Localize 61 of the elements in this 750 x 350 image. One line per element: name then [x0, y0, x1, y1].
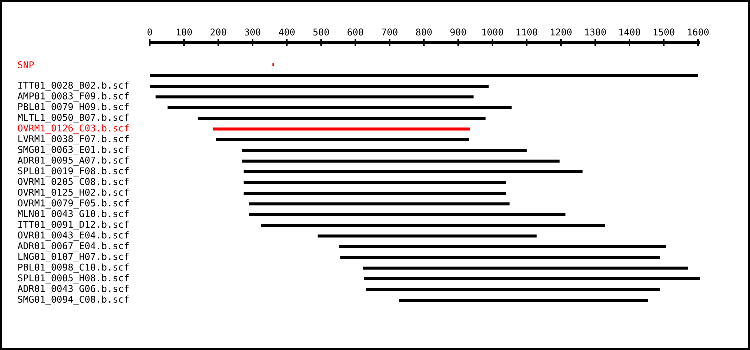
x-tick-label: 800: [416, 28, 432, 36]
y-tick-label: OVRM1_0126_C03.b.scf: [18, 124, 129, 134]
x-tick-label: 1400: [620, 28, 640, 36]
y-tick-label: SMG01_0063_E01.b.scf: [18, 146, 129, 156]
y-tick-label: OVRM1_0125_H02.b.scf: [18, 188, 129, 198]
y-tick-label: OVRM1_0079_F05.b.scf: [18, 200, 129, 209]
bar: [150, 74, 698, 78]
y-tick-label: MLN01_0043_G10.b.scf: [18, 210, 129, 220]
x-tick-label: 0: [148, 28, 152, 36]
y-tick-label: OVR01_0043_E04.b.scf: [18, 232, 129, 241]
x-tick-label: 600: [348, 28, 364, 36]
y-tick-label: LNG01_0107_H07.b.scf: [18, 253, 129, 262]
x-tick-label: 1000: [482, 28, 504, 36]
y-tick-label: PBL01_0079_H09.b.scf: [18, 103, 129, 112]
bar: [244, 192, 506, 195]
bar: [242, 160, 560, 163]
bar: [399, 298, 648, 302]
y-tick-label: MLTL1_0050_B07.b.scf: [18, 114, 129, 124]
x-tick-label: 1300: [585, 28, 606, 36]
bar: [249, 202, 510, 206]
bar: [244, 170, 583, 174]
bar: [242, 149, 527, 152]
x-tick-label: 1600: [688, 28, 709, 36]
y-tick-label: SPL01_0019_F08.b.scf: [18, 167, 129, 177]
y-tick-label: SMG01_0094_C08.b.scf: [18, 296, 129, 306]
y-tick-label: ADR01_0067_E04.b.scf: [18, 242, 129, 252]
x-tick-label: 1500: [654, 28, 675, 36]
y-tick-label: PBL01_0098_C10.b.scf: [18, 264, 129, 273]
x-tick-label: 700: [382, 28, 398, 36]
x-tick-label: 200: [210, 28, 226, 36]
bar: [318, 234, 537, 238]
x-tick-label: 500: [314, 28, 330, 36]
bar: [249, 213, 566, 216]
bar: [213, 128, 470, 131]
x-tick-label: 400: [279, 28, 295, 36]
x-tick-label: 1200: [551, 28, 572, 36]
y-tick-label: LVRM1_0038_F07.b.scf: [18, 135, 129, 145]
y-tick-label: ADR01_0095_A07.b.scf: [18, 156, 129, 166]
bar: [366, 288, 660, 292]
bar: [244, 181, 506, 184]
x-tick-label: 1100: [516, 28, 538, 36]
bar: [363, 266, 688, 270]
y-tick-label: SPL01_0005_H08.b.scf: [18, 274, 129, 284]
y-tick-label: ITT01_0091_D12.b.scf: [18, 220, 129, 230]
bar: [364, 278, 700, 281]
y-tick-label: OVRM1_0205_C08.b.scf: [18, 178, 129, 188]
bar: [198, 117, 486, 120]
bar: [216, 138, 470, 142]
x-tick-label: 900: [450, 28, 466, 36]
y-tick-label: ADR01_0043_G06.b.scf: [18, 285, 129, 294]
bar: [340, 245, 666, 248]
bar: [261, 224, 606, 228]
y-tick-label: ITT01_0028_B02.b.scf: [18, 82, 129, 92]
x-tick-label: 300: [245, 28, 261, 36]
bar: [150, 84, 489, 88]
x-tick-label: 100: [176, 28, 192, 36]
bar: [156, 96, 474, 99]
y-tick-label: SNP: [18, 62, 34, 69]
y-tick-label: AMP01_0083_F09.b.scf: [18, 92, 129, 102]
bar: [168, 106, 512, 110]
bar: [340, 256, 660, 260]
